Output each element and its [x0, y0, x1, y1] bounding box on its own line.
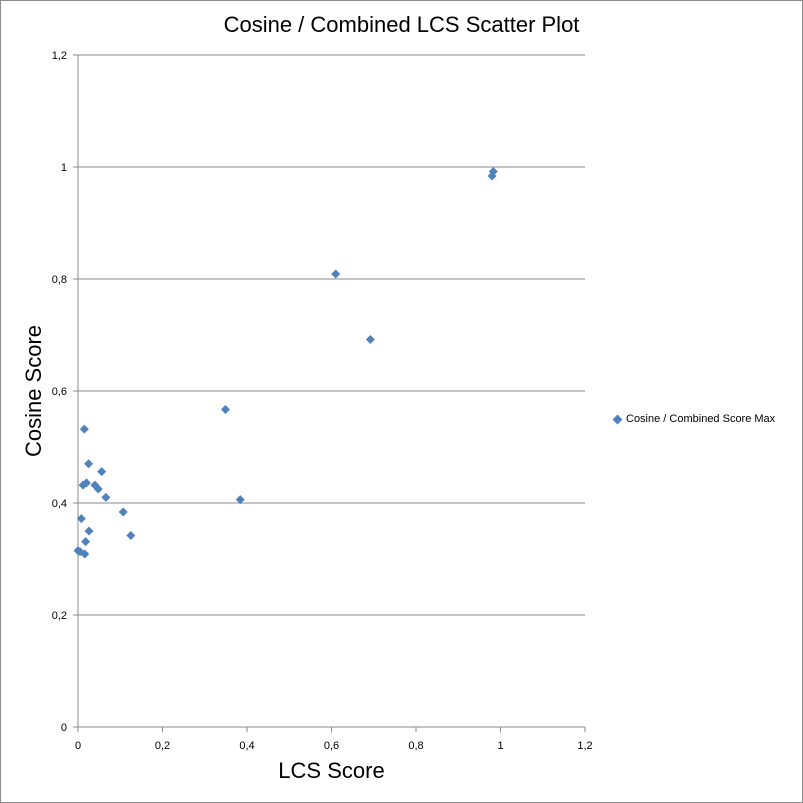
data-point: [81, 537, 91, 547]
data-point: [84, 459, 94, 469]
data-point: [97, 467, 107, 477]
data-point: [76, 514, 86, 524]
data-point: [79, 424, 89, 434]
x-tick-label: 0,8: [408, 740, 423, 752]
data-point: [101, 492, 111, 502]
y-tick-label: 0,2: [52, 610, 67, 622]
x-tick-label: 0,2: [155, 740, 170, 752]
legend-label: Cosine / Combined Score Max: [626, 413, 776, 425]
axes: [73, 54, 586, 732]
data-point: [331, 269, 341, 279]
x-tick-label: 0,6: [324, 740, 339, 752]
x-tick-label: 0: [75, 740, 81, 752]
gridlines: [78, 54, 585, 616]
data-point: [365, 334, 375, 344]
x-tick-label: 1,2: [577, 740, 592, 752]
data-point: [80, 549, 90, 559]
y-tick-label: 0,8: [52, 274, 67, 286]
data-point: [235, 495, 245, 505]
tick-labels: 0 0,2 0,4 0,6 0,8 1 1,2 0 0,2 0,4 0,6 0,8 1 1,2: [52, 50, 593, 752]
x-tick-label: 0,4: [239, 740, 254, 752]
y-tick-label: 0,6: [52, 386, 67, 398]
chart-title: Cosine / Combined LCS Scatter Plot: [223, 12, 580, 37]
y-tick-label: 0,4: [52, 498, 67, 510]
data-point: [81, 478, 91, 488]
data-point: [93, 484, 103, 494]
data-point: [220, 404, 230, 414]
x-tick-label: 1: [497, 740, 503, 752]
data-points: [73, 166, 498, 559]
data-point: [118, 507, 128, 517]
data-point: [126, 530, 136, 540]
y-tick-label: 1: [61, 162, 67, 174]
data-point: [488, 166, 498, 176]
y-tick-label: 1,2: [52, 50, 67, 62]
legend: Cosine / Combined Score Max: [612, 413, 776, 425]
x-axis-label: LCS Score: [278, 758, 385, 783]
data-point: [84, 526, 94, 536]
y-tick-label: 0: [61, 722, 67, 734]
legend-diamond-icon: [612, 414, 623, 424]
